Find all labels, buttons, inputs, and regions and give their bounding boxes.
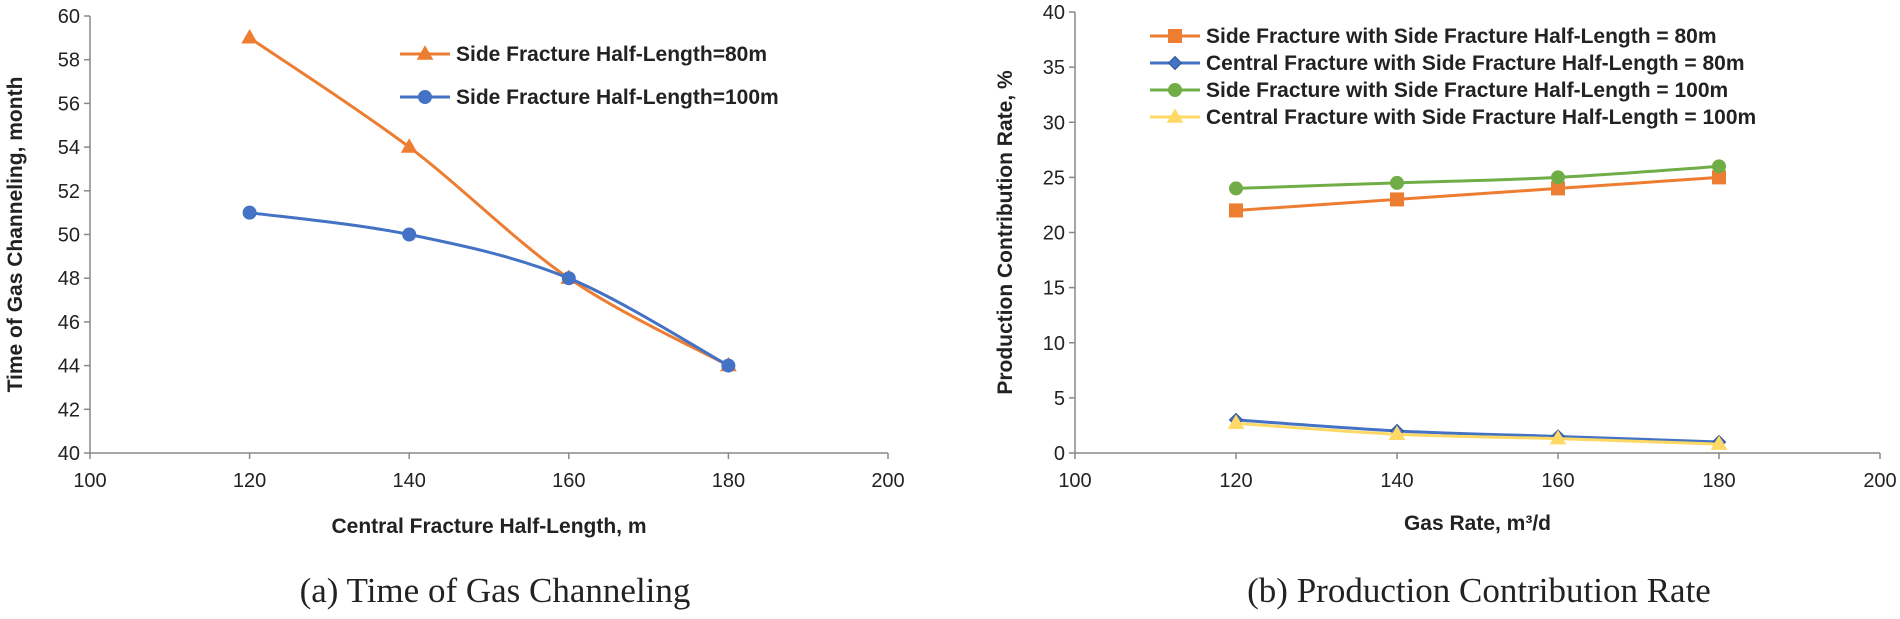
y-tick-label: 52 [58, 181, 80, 203]
y-tick-label: 25 [1043, 167, 1065, 189]
y-axis-title: Time of Gas Channeling, month [4, 77, 27, 393]
series-side-fracture-with-side-fracture-half-length-80m: Side Fracture with Side Fracture Half-Le… [1150, 25, 1726, 218]
x-tick-label: 100 [73, 470, 106, 492]
data-point [1229, 181, 1243, 196]
y-tick-label: 54 [58, 137, 80, 159]
series-side-fracture-with-side-fracture-half-length-100m: Side Fracture with Side Fracture Half-Le… [1150, 79, 1728, 196]
legend-marker [1168, 29, 1182, 43]
data-point [1549, 429, 1567, 445]
y-tick-label: 15 [1043, 278, 1065, 300]
series-line [1235, 418, 1720, 444]
y-tick-label: 42 [58, 399, 80, 421]
data-point [400, 138, 418, 153]
figure-caption: (b) Production Contribution Rate [1247, 571, 1711, 610]
y-tick-label: 44 [58, 356, 80, 378]
legend-marker [1167, 55, 1183, 71]
data-point [1551, 170, 1565, 185]
x-tick-label: 180 [1702, 470, 1735, 492]
y-tick-label: 50 [58, 225, 80, 247]
legend-entry: Side Fracture with Side Fracture Half-Le… [1206, 79, 1728, 102]
legend-marker [418, 90, 432, 104]
legend-entry: Central Fracture with Side Fracture Half… [1206, 106, 1756, 129]
x-tick-label: 180 [712, 470, 745, 492]
y-tick-label: 5 [1054, 388, 1065, 410]
data-point [721, 358, 736, 373]
x-tick-label: 140 [393, 470, 426, 492]
legend-entry: Side Fracture Half-Length=100m [456, 86, 779, 109]
data-point [402, 227, 417, 242]
series-line [248, 36, 730, 367]
data-point [1712, 159, 1726, 174]
legend-entry: Side Fracture with Side Fracture Half-Le… [1206, 25, 1717, 48]
x-tick-label: 160 [552, 470, 585, 492]
y-tick-label: 40 [58, 443, 80, 465]
series-central-fracture-with-side-fracture-half-length-100m: Central Fracture with Side Fracture Half… [1150, 106, 1756, 450]
x-tick-label: 200 [1863, 470, 1896, 492]
series-line [249, 211, 730, 367]
legend-entry: Side Fracture Half-Length=80m [456, 43, 767, 66]
figure-caption: (a) Time of Gas Channeling [300, 571, 691, 610]
y-tick-label: 40 [1043, 2, 1065, 24]
data-point [241, 29, 258, 44]
series-line [1235, 421, 1720, 446]
legend-marker [1168, 83, 1182, 97]
x-axis-title: Gas Rate, m³/d [1404, 512, 1551, 535]
data-point [561, 271, 576, 286]
y-tick-label: 20 [1043, 223, 1065, 245]
legend-entry: Central Fracture with Side Fracture Half… [1206, 52, 1745, 75]
data-point [1227, 414, 1245, 429]
y-tick-label: 0 [1054, 443, 1065, 465]
data-point [1229, 203, 1243, 218]
y-tick-label: 48 [58, 268, 80, 290]
data-point [1710, 435, 1728, 450]
series-line [1235, 164, 1720, 190]
chart-b: 0 5 10 15 20 25 30 35 40 100 120 140 160 180 200 Gas Ra… [994, 2, 1897, 610]
data-point [1388, 425, 1406, 440]
y-axis-title: Production Contribution Rate, % [994, 70, 1017, 395]
y-tick-label: 58 [58, 50, 80, 72]
x-tick-label: 120 [1219, 470, 1252, 492]
legend-marker [416, 45, 434, 60]
series-side-fracture-half-length-80m: Side Fracture Half-Length=80m [241, 29, 767, 372]
x-tick-label: 120 [233, 470, 266, 492]
x-tick-label: 140 [1380, 470, 1413, 492]
y-tick-label: 35 [1043, 57, 1065, 79]
y-tick-label: 46 [58, 312, 80, 334]
chart-a: 40 42 44 46 48 50 52 54 56 58 60 100 120 140 160 180 200… [4, 6, 905, 610]
x-tick-label: 160 [1541, 470, 1574, 492]
legend-marker [1166, 108, 1184, 123]
x-axis-title: Central Fracture Half-Length, m [331, 515, 646, 538]
data-point [242, 205, 257, 220]
series-line [1235, 175, 1720, 212]
data-point [1390, 175, 1404, 190]
y-tick-label: 56 [58, 93, 80, 115]
y-tick-label: 60 [58, 6, 80, 28]
series-side-fracture-half-length-100m: Side Fracture Half-Length=100m [242, 86, 779, 373]
y-tick-label: 30 [1043, 112, 1065, 134]
x-tick-label: 200 [871, 470, 904, 492]
y-tick-label: 10 [1043, 333, 1065, 355]
data-point [1390, 192, 1404, 207]
x-tick-label: 100 [1058, 470, 1091, 492]
